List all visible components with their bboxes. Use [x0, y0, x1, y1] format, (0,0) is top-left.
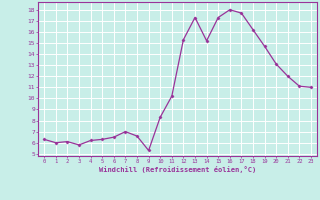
X-axis label: Windchill (Refroidissement éolien,°C): Windchill (Refroidissement éolien,°C) [99, 166, 256, 173]
